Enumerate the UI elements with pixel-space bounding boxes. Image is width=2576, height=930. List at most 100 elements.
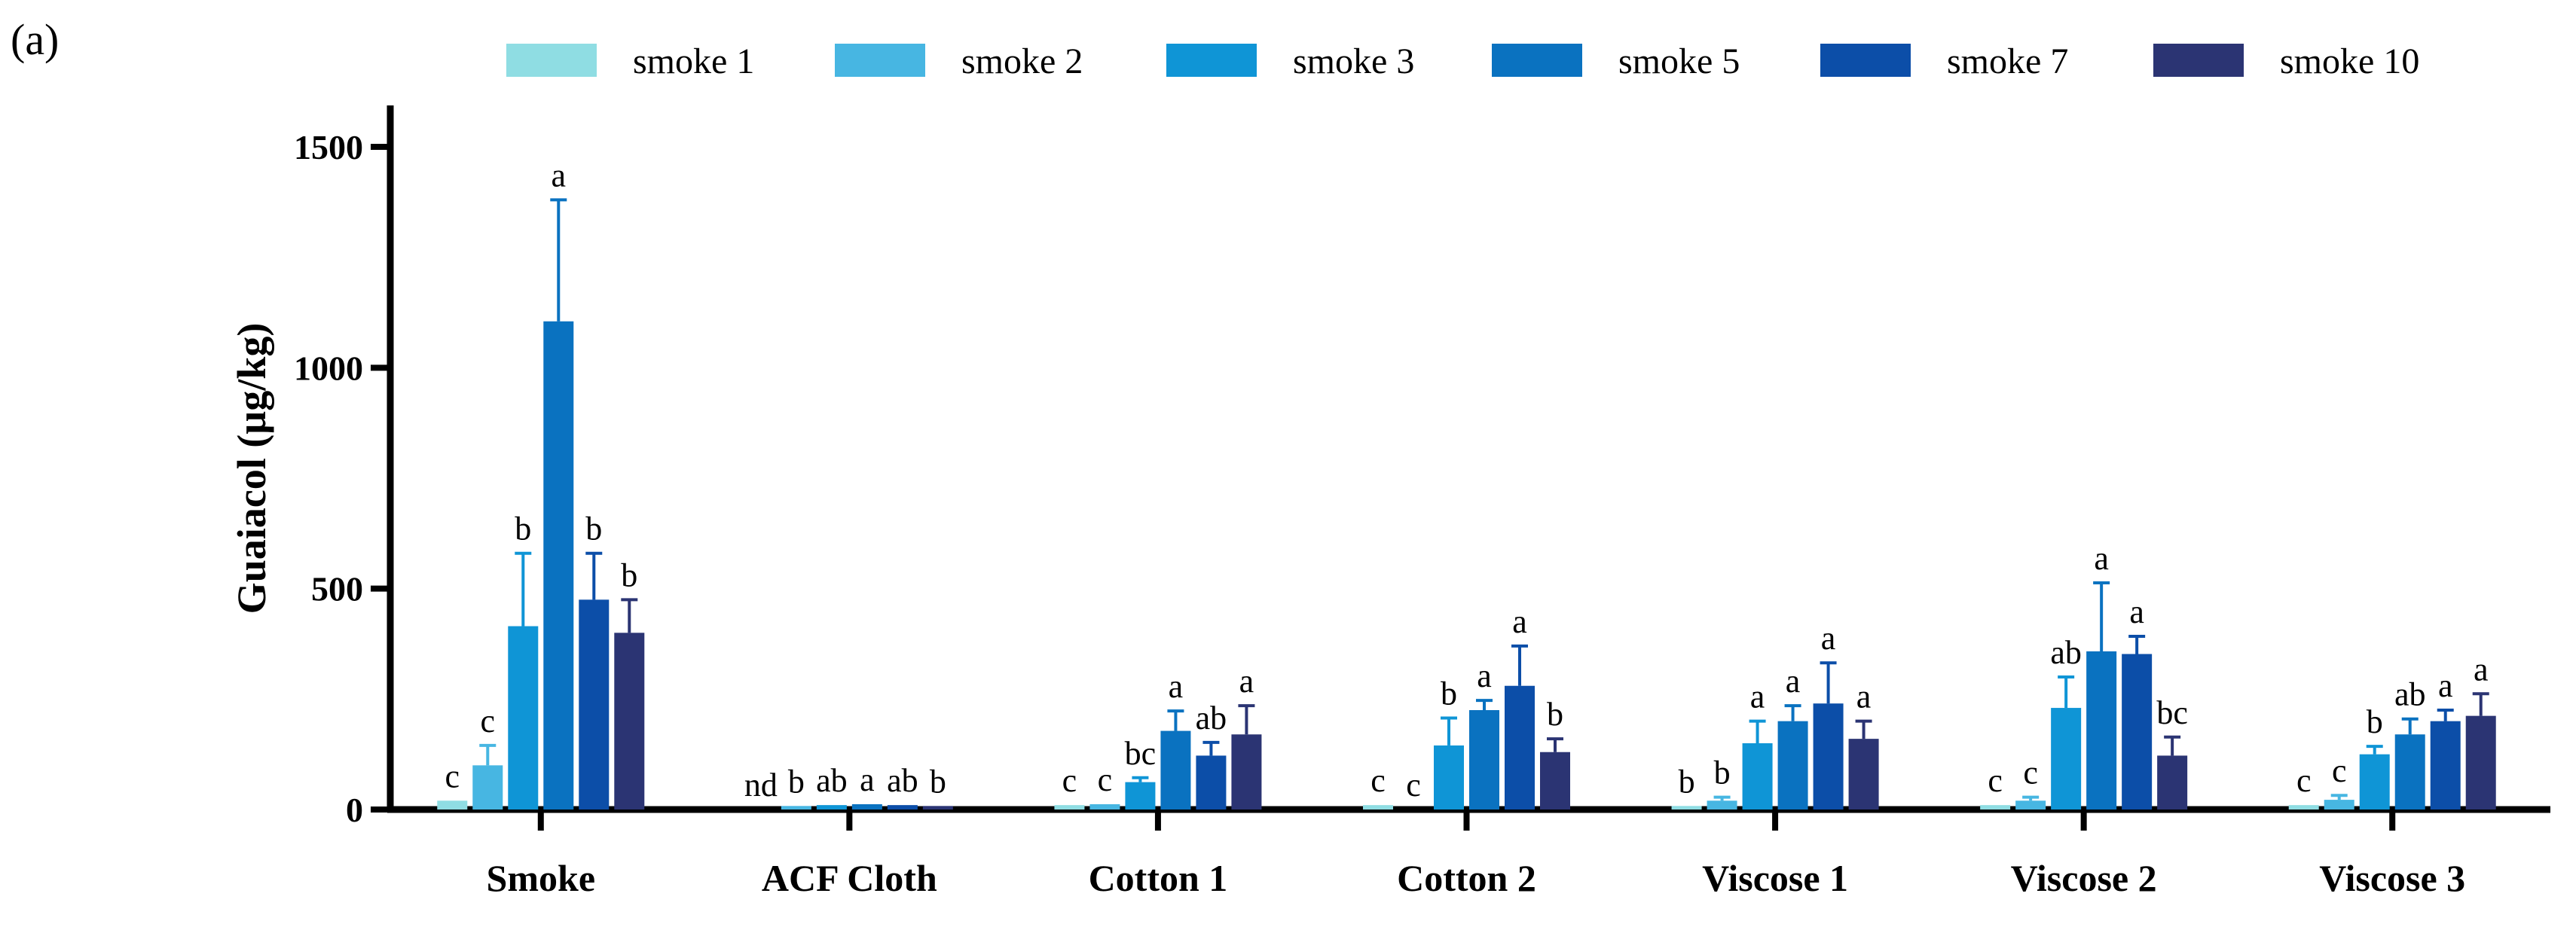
significance-label: a (1239, 663, 1254, 700)
legend-swatch (1166, 44, 1257, 77)
significance-label: c (1062, 762, 1077, 799)
significance-label: ab (2394, 676, 2426, 713)
bar (1089, 803, 1120, 810)
significance-label: a (1169, 668, 1184, 705)
significance-label: b (788, 763, 805, 800)
bar (2465, 715, 2496, 810)
significance-label: a (1512, 603, 1527, 640)
significance-label: bc (2156, 694, 2188, 731)
bar (2122, 654, 2153, 810)
bar (816, 805, 847, 810)
significance-label: a (2438, 667, 2453, 704)
bar (2394, 734, 2425, 810)
bar (2324, 800, 2354, 810)
significance-label: b (1441, 675, 1457, 712)
legend-label: smoke 5 (1618, 41, 1740, 81)
x-tick-label: Smoke (487, 857, 595, 899)
significance-label: b (1714, 755, 1731, 791)
bar (472, 765, 503, 810)
y-tick-label: 0 (346, 791, 363, 829)
significance-label: c (1988, 762, 2003, 799)
bar (1231, 734, 1262, 810)
bar (1363, 805, 1393, 810)
legend-swatch (1492, 44, 1582, 77)
legend-swatch (506, 44, 597, 77)
y-tick-label: 500 (311, 570, 363, 608)
bar (1469, 710, 1499, 810)
bar (2430, 721, 2461, 810)
significance-label: a (552, 157, 567, 194)
x-tick-label: Viscose 2 (2011, 857, 2157, 899)
significance-label: b (515, 511, 531, 547)
y-tick-label: 1000 (294, 349, 363, 387)
panel-label: (a) (11, 15, 59, 64)
significance-label: c (1371, 762, 1386, 799)
significance-label: ab (816, 762, 848, 799)
significance-label: ab (1196, 700, 1227, 736)
bar (508, 626, 539, 810)
x-tick-label: Cotton 1 (1089, 857, 1228, 899)
significance-label: c (1098, 761, 1113, 798)
legend-label: smoke 10 (2280, 41, 2419, 81)
significance-label: b (2367, 703, 2383, 740)
significance-label: a (2094, 540, 2109, 577)
bar (1980, 805, 2011, 810)
bar (437, 800, 468, 810)
significance-label: c (2296, 762, 2312, 799)
category-labels: Smoke ACF Cloth Cotton 1 Cotton 2 Viscose 1 V… (487, 810, 2465, 899)
axes: 0 500 1000 1500 (294, 105, 2550, 829)
legend-swatch (2153, 44, 2244, 77)
significance-label: nd (744, 767, 778, 803)
significance-label: a (860, 761, 875, 798)
significance-label: c (1406, 767, 1421, 803)
significance-label: bc (1125, 735, 1157, 772)
bar (2051, 708, 2082, 810)
significance-label: b (930, 763, 946, 800)
y-axis-label: Guaiacol (µg/kg) (229, 323, 274, 614)
x-tick-label: Cotton 2 (1397, 857, 1536, 899)
bar (1671, 806, 1702, 810)
significance-label: a (1821, 620, 1836, 657)
legend-swatch (1820, 44, 1911, 77)
legend-label: smoke 3 (1293, 41, 1414, 81)
bar (887, 805, 918, 810)
bar (579, 599, 610, 810)
significance-label: b (621, 556, 637, 593)
significance-label: c (2332, 752, 2347, 789)
bar (781, 806, 811, 810)
bar (1707, 800, 1737, 810)
bar (614, 633, 645, 810)
bar (1540, 752, 1570, 810)
significance-label: ab (2050, 634, 2082, 671)
bar (1848, 739, 1879, 810)
bar (922, 806, 953, 810)
bar (1742, 743, 1773, 810)
bar (2288, 805, 2319, 810)
x-tick-label: ACF Cloth (762, 857, 937, 899)
significance-label: a (1856, 678, 1872, 715)
significance-label: c (481, 703, 496, 739)
bar (2157, 755, 2188, 810)
bar (2086, 651, 2117, 810)
significance-label: a (2129, 593, 2144, 630)
significance-label: b (1547, 696, 1563, 733)
bar (1160, 730, 1191, 810)
bar (851, 803, 882, 810)
x-tick-label: Viscose 1 (1702, 857, 1848, 899)
significance-label: a (1750, 678, 1765, 715)
bar (2015, 800, 2046, 810)
bar (1054, 805, 1085, 810)
x-tick-label: Viscose 3 (2319, 857, 2465, 899)
bar (1505, 685, 1535, 810)
bar (1196, 755, 1227, 810)
bar (543, 321, 574, 810)
legend-label: smoke 1 (633, 41, 754, 81)
bar (2359, 754, 2390, 810)
bar (1777, 721, 1808, 810)
bar (1125, 782, 1156, 810)
significance-label: c (445, 758, 460, 794)
significance-label: b (1679, 763, 1695, 800)
legend: smoke 1 smoke 2 smoke 3 smoke 5 smoke 7 smoke… (506, 41, 2419, 81)
